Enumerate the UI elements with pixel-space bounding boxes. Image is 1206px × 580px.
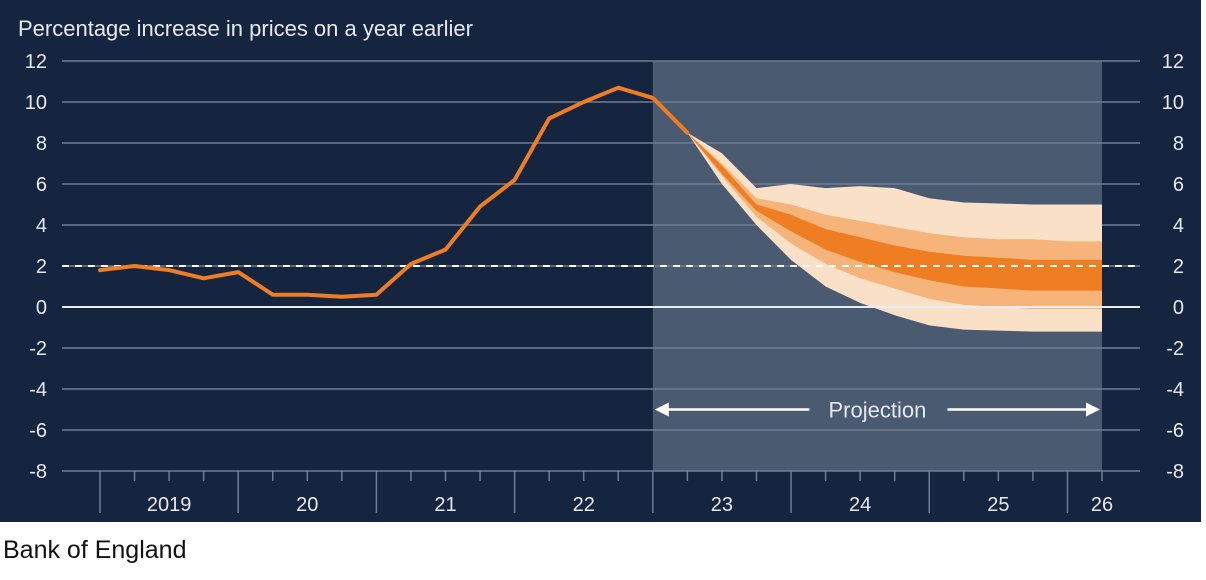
x-tick-label: 2019 <box>147 494 192 516</box>
arrowhead-right <box>1086 402 1100 417</box>
y-tick-label-right: -8 <box>1166 461 1184 483</box>
y-tick-label-left: 6 <box>36 174 47 196</box>
y-tick-label-right: -2 <box>1166 338 1184 360</box>
x-tick-label: 24 <box>849 494 871 516</box>
y-tick-label-left: 0 <box>36 297 47 319</box>
y-tick-label-left: -4 <box>29 379 47 401</box>
y-tick-label-right: 8 <box>1173 133 1184 155</box>
x-tick-label: 26 <box>1091 494 1113 516</box>
fan-band-inner <box>687 132 1102 291</box>
x-tick-label: 20 <box>296 494 318 516</box>
chart-panel: 12 12 10 10 8 8 6 6 4 4 2 2 0 0 -2 -2 -4 -4 -6 -6 -8 -8 2019 20… <box>0 0 1201 522</box>
x-tick-label: 22 <box>573 494 595 516</box>
x-tick-label: 23 <box>711 494 733 516</box>
y-tick-label-left: -6 <box>29 420 47 442</box>
y-tick-label-right: 10 <box>1162 92 1184 114</box>
y-tick-label-left: 4 <box>36 215 47 237</box>
y-tick-label-right: -4 <box>1166 379 1184 401</box>
projection-label: Projection <box>828 398 926 423</box>
y-tick-label-left: 10 <box>25 92 47 114</box>
y-tick-label-right: 0 <box>1173 297 1184 319</box>
y-tick-label-right: 6 <box>1173 174 1184 196</box>
y-tick-label-left: -2 <box>29 338 47 360</box>
y-tick-label-right: -6 <box>1166 420 1184 442</box>
y-tick-label-right: 2 <box>1173 256 1184 278</box>
x-tick-label: 21 <box>434 494 456 516</box>
chart-title: Percentage increase in prices on a year … <box>18 16 473 41</box>
y-tick-label-left: 2 <box>36 256 47 278</box>
source-label: Bank of England <box>3 536 187 564</box>
inflation-line <box>98 85 690 299</box>
y-tick-label-left: 12 <box>25 51 47 73</box>
x-tick-label: 25 <box>987 494 1009 516</box>
y-tick-label-left: -8 <box>29 461 47 483</box>
y-tick-label-left: 8 <box>36 133 47 155</box>
arrowhead-left <box>654 402 669 417</box>
y-tick-label-right: 12 <box>1162 51 1184 73</box>
y-tick-label-right: 4 <box>1173 215 1184 237</box>
